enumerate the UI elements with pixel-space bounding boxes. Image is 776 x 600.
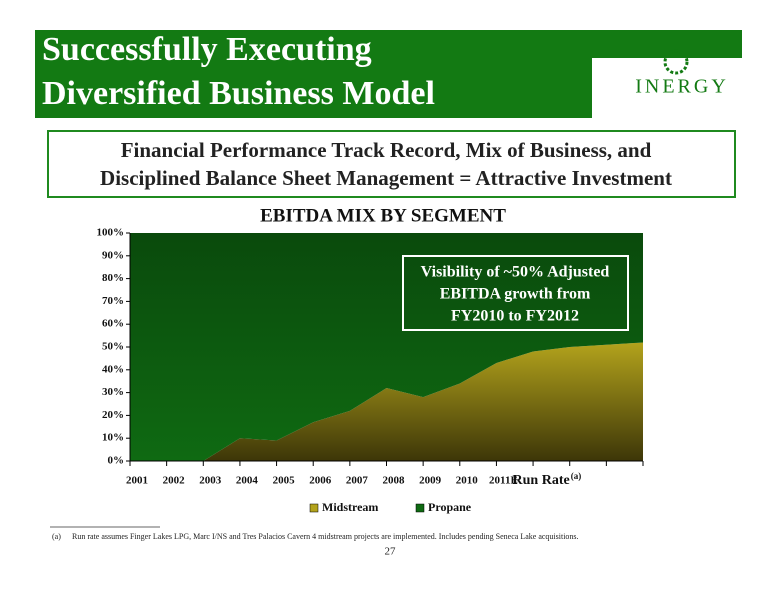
y-tick-label: 0%	[108, 455, 125, 467]
y-tick-label: 10%	[102, 432, 124, 444]
legend-swatch	[415, 503, 425, 513]
x-tick-label: 2001	[126, 475, 148, 487]
y-tick-label: 50%	[102, 341, 124, 353]
subtitle-box	[47, 130, 736, 198]
x-tick-label: 2004	[236, 475, 259, 487]
page-number: 27	[385, 546, 397, 558]
y-tick-label: 100%	[97, 227, 125, 239]
area	[130, 342, 643, 461]
legend-label: Midstream	[322, 500, 378, 514]
x-tick-superscript: (a)	[571, 471, 582, 481]
x-tick-label: 2007	[346, 475, 369, 487]
annotation-box	[402, 255, 629, 331]
x-tick-label: 2006	[309, 475, 332, 487]
annotation: FY2010 to FY2012	[451, 308, 579, 325]
title: Diversified Business Model	[42, 75, 435, 112]
logo-text: INERGY	[635, 76, 729, 98]
x-tick-label: 2009	[419, 475, 442, 487]
x-tick-label: Run Rate	[513, 473, 570, 488]
footnote: Run rate assumes Finger Lakes LPG, Marc …	[72, 532, 579, 541]
subtitle: Disciplined Balance Sheet Management = A…	[100, 166, 672, 190]
x-tick-label: 2008	[383, 475, 406, 487]
logo-mark	[663, 49, 689, 75]
y-tick-label: 40%	[102, 363, 124, 375]
x-tick-label: 2010	[456, 475, 479, 487]
legend-label: Propane	[428, 500, 472, 514]
legend-swatch	[309, 503, 319, 513]
y-tick-label: 90%	[102, 249, 124, 261]
annotation: EBITDA growth from	[440, 286, 591, 303]
annotation: Visibility of ~50% Adjusted	[421, 264, 610, 281]
y-tick-label: 30%	[102, 386, 124, 398]
area	[130, 233, 643, 461]
y-tick-label: 80%	[102, 272, 124, 284]
chart-title: EBITDA MIX BY SEGMENT	[260, 205, 506, 226]
y-tick-label: 70%	[102, 295, 124, 307]
x-tick-label: 2005	[273, 475, 296, 487]
plot: 0% 10% 20% 30% 40% 50% 60% 70% 80% 90% 100% 2001 200…	[97, 227, 644, 514]
subtitle: Financial Performance Track Record, Mix …	[121, 138, 652, 162]
title: Successfully Executing	[42, 31, 372, 68]
y-tick-label: 60%	[102, 318, 124, 330]
footnote-marker: (a)	[52, 532, 61, 541]
x-tick-label: 2003	[199, 475, 222, 487]
x-tick-label: 2011E	[489, 475, 518, 487]
x-tick-label: 2002	[163, 475, 186, 487]
y-tick-label: 20%	[102, 409, 124, 421]
